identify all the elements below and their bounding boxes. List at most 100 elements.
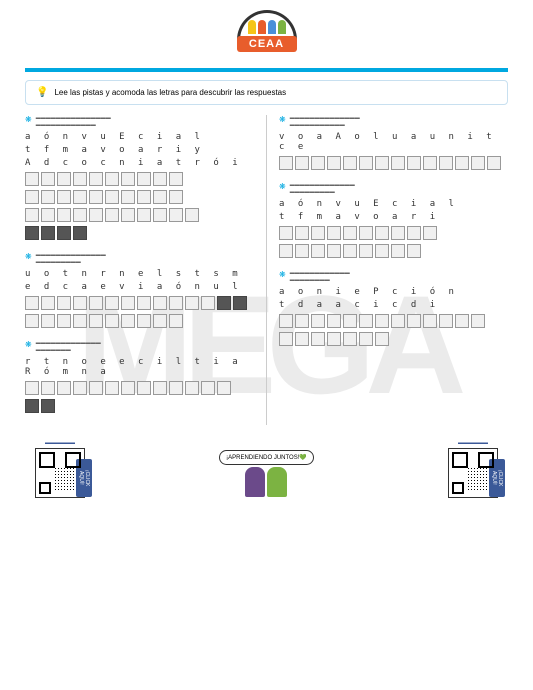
answer-box[interactable] [73, 296, 87, 310]
answer-box[interactable] [359, 226, 373, 240]
answer-box[interactable] [57, 172, 71, 186]
answer-box[interactable] [121, 381, 135, 395]
answer-box[interactable] [343, 332, 357, 346]
answer-box[interactable] [153, 208, 167, 222]
answer-box[interactable] [375, 332, 389, 346]
answer-box[interactable] [311, 226, 325, 240]
answer-box[interactable] [137, 172, 151, 186]
answer-box[interactable] [311, 156, 325, 170]
answer-box[interactable] [279, 156, 293, 170]
answer-box[interactable] [169, 172, 183, 186]
answer-box[interactable] [25, 208, 39, 222]
answer-box[interactable] [89, 314, 103, 328]
answer-box[interactable] [25, 399, 39, 413]
answer-box[interactable] [153, 190, 167, 204]
answer-box[interactable] [295, 226, 309, 240]
answer-box[interactable] [439, 156, 453, 170]
answer-boxes[interactable] [279, 314, 508, 348]
answer-box[interactable] [57, 381, 71, 395]
answer-box[interactable] [73, 172, 87, 186]
answer-box[interactable] [73, 381, 87, 395]
answer-box[interactable] [407, 226, 421, 240]
answer-box[interactable] [343, 156, 357, 170]
answer-box[interactable] [407, 314, 421, 328]
answer-box[interactable] [89, 208, 103, 222]
answer-box[interactable] [359, 314, 373, 328]
answer-box[interactable] [121, 190, 135, 204]
answer-box[interactable] [295, 244, 309, 258]
answer-box[interactable] [25, 172, 39, 186]
answer-box[interactable] [169, 314, 183, 328]
answer-box[interactable] [137, 208, 151, 222]
answer-box[interactable] [471, 156, 485, 170]
answer-box[interactable] [359, 332, 373, 346]
answer-box[interactable] [57, 226, 71, 240]
answer-box[interactable] [327, 314, 341, 328]
answer-boxes[interactable] [25, 381, 254, 415]
answer-box[interactable] [121, 172, 135, 186]
answer-box[interactable] [185, 381, 199, 395]
answer-box[interactable] [423, 314, 437, 328]
answer-box[interactable] [471, 314, 485, 328]
answer-box[interactable] [455, 314, 469, 328]
answer-box[interactable] [57, 208, 71, 222]
answer-box[interactable] [137, 314, 151, 328]
answer-box[interactable] [185, 208, 199, 222]
answer-box[interactable] [343, 226, 357, 240]
answer-boxes[interactable] [25, 172, 254, 242]
answer-box[interactable] [57, 296, 71, 310]
answer-box[interactable] [89, 381, 103, 395]
answer-box[interactable] [327, 244, 341, 258]
answer-box[interactable] [279, 314, 293, 328]
answer-box[interactable] [391, 314, 405, 328]
answer-box[interactable] [343, 244, 357, 258]
answer-box[interactable] [41, 226, 55, 240]
answer-box[interactable] [375, 314, 389, 328]
answer-boxes[interactable] [279, 156, 508, 172]
answer-box[interactable] [201, 381, 215, 395]
answer-box[interactable] [89, 190, 103, 204]
answer-box[interactable] [295, 156, 309, 170]
answer-box[interactable] [391, 226, 405, 240]
qr-code[interactable]: ¡CLICK AQUÍ! [35, 448, 85, 498]
answer-box[interactable] [359, 156, 373, 170]
answer-box[interactable] [327, 332, 341, 346]
answer-box[interactable] [73, 190, 87, 204]
answer-box[interactable] [105, 296, 119, 310]
answer-box[interactable] [375, 156, 389, 170]
answer-box[interactable] [89, 296, 103, 310]
answer-box[interactable] [185, 296, 199, 310]
answer-box[interactable] [105, 381, 119, 395]
answer-box[interactable] [41, 172, 55, 186]
answer-box[interactable] [407, 156, 421, 170]
answer-box[interactable] [41, 208, 55, 222]
answer-box[interactable] [153, 296, 167, 310]
answer-box[interactable] [105, 208, 119, 222]
qr-left[interactable]: ▬▬▬▬▬▬ ¡CLICK AQUÍ! [35, 440, 85, 503]
answer-box[interactable] [57, 314, 71, 328]
answer-box[interactable] [391, 156, 405, 170]
answer-box[interactable] [153, 172, 167, 186]
answer-box[interactable] [73, 226, 87, 240]
answer-box[interactable] [359, 244, 373, 258]
answer-box[interactable] [137, 296, 151, 310]
answer-box[interactable] [407, 244, 421, 258]
answer-box[interactable] [25, 314, 39, 328]
answer-box[interactable] [295, 314, 309, 328]
answer-box[interactable] [105, 314, 119, 328]
answer-box[interactable] [375, 226, 389, 240]
answer-box[interactable] [279, 332, 293, 346]
answer-box[interactable] [137, 190, 151, 204]
answer-box[interactable] [105, 190, 119, 204]
answer-box[interactable] [41, 399, 55, 413]
answer-box[interactable] [25, 226, 39, 240]
answer-box[interactable] [57, 190, 71, 204]
answer-box[interactable] [169, 381, 183, 395]
answer-box[interactable] [279, 226, 293, 240]
answer-box[interactable] [279, 244, 293, 258]
answer-box[interactable] [311, 244, 325, 258]
answer-boxes[interactable] [279, 226, 508, 260]
answer-box[interactable] [327, 226, 341, 240]
answer-box[interactable] [311, 332, 325, 346]
answer-box[interactable] [217, 381, 231, 395]
